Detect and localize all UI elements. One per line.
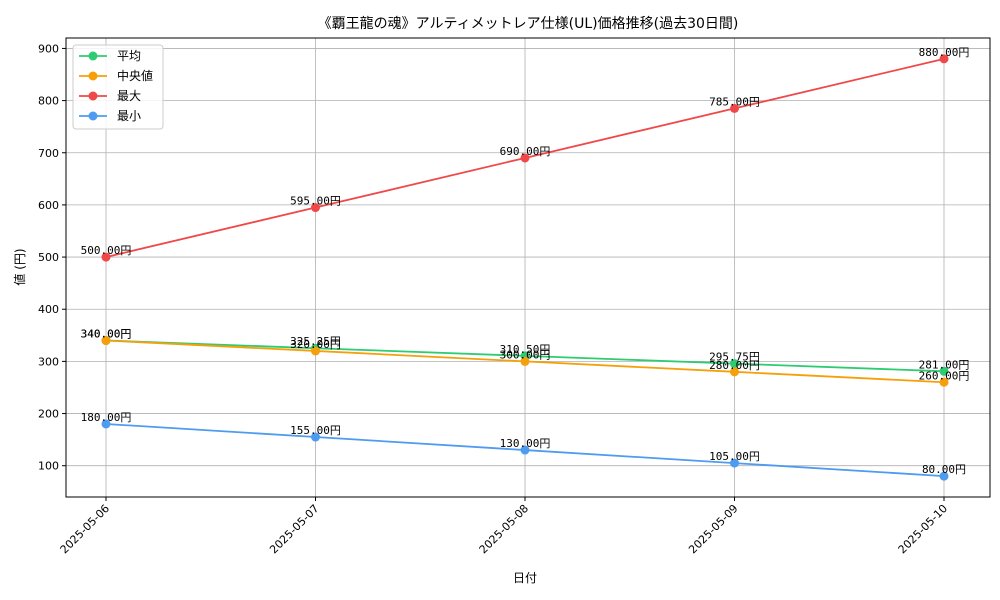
data-label: 295.75円 (709, 351, 760, 364)
legend-marker (88, 91, 98, 101)
data-label: 325.25円 (290, 335, 341, 348)
data-point (101, 419, 111, 429)
data-label: 155.00円 (290, 424, 341, 437)
data-point (311, 346, 320, 356)
data-label: 340.00円 (81, 328, 132, 341)
data-label: 785.00円 (709, 95, 760, 108)
legend-item: 最大 (79, 89, 141, 103)
data-point (939, 366, 949, 376)
series-2: 500.00円 595.00円 690.00円 785.00円 880.00円 (81, 46, 970, 262)
legend-label: 最小 (117, 109, 141, 123)
legend-label: 平均 (117, 49, 141, 63)
data-label: 340.00円 (81, 328, 132, 341)
legend-box (72, 44, 164, 130)
data-point (730, 103, 739, 113)
y-tick-label: 200 (38, 408, 59, 421)
data-point (730, 367, 739, 377)
y-tick-label: 500 (38, 251, 59, 264)
data-point (730, 359, 739, 369)
data-label: 595.00円 (290, 195, 341, 208)
data-label: 180.00円 (81, 411, 132, 424)
legend-label: 中央値 (117, 68, 153, 83)
y-tick-label: 100 (38, 460, 59, 473)
legend-label: 最大 (117, 89, 141, 103)
y-tick-label: 300 (38, 355, 59, 368)
data-point (101, 252, 111, 262)
data-label: 260.00円 (919, 369, 970, 382)
plot-frame (65, 37, 991, 498)
data-point (939, 471, 949, 481)
legend-marker (88, 71, 98, 81)
y-axis-label: 値 (円) (12, 248, 27, 285)
series-3: 180.00円 155.00円 130.00円 105.00円 80.00円 (81, 411, 966, 481)
data-label: 130.00円 (500, 437, 551, 450)
y-tick-label: 600 (38, 199, 59, 212)
data-point (730, 458, 739, 468)
y-tick-label: 400 (38, 303, 59, 316)
data-label: 280.00円 (709, 359, 760, 372)
data-label: 500.00円 (81, 244, 132, 257)
data-label: 310.50円 (500, 343, 551, 356)
data-label: 880.00円 (919, 46, 970, 59)
data-point (311, 203, 320, 213)
data-point (520, 445, 530, 455)
legend-item: 平均 (79, 49, 141, 63)
y-tick-label: 800 (38, 95, 59, 108)
legend-marker (88, 111, 98, 121)
x-axis-label: 日付 (513, 571, 537, 585)
data-label: 690.00円 (500, 145, 551, 158)
series-layer: 340.00円 325.25円 310.50円 295.75円 281.00円340.0… (81, 46, 970, 481)
data-label: 105.00円 (709, 450, 760, 463)
data-label: 320.00円 (290, 338, 341, 351)
data-point (311, 432, 320, 442)
y-tick-label: 700 (38, 147, 59, 160)
data-label: 80.00円 (922, 463, 966, 476)
legend-item: 最小 (79, 109, 141, 123)
legend-item: 中央値 (79, 68, 153, 83)
data-point (101, 336, 111, 346)
data-label: 281.00円 (919, 358, 970, 371)
y-tick-label: 900 (38, 42, 59, 55)
chart-title: 《覇王龍の魂》アルティメットレア仕様(UL)価格推移(過去30日間) (318, 15, 739, 32)
grid (66, 38, 990, 497)
series-1: 340.00円 320.00円 300.00円 280.00円 260.00円 (81, 328, 970, 387)
data-point (520, 153, 530, 163)
data-label: 300.00円 (500, 348, 551, 361)
legend-marker (88, 51, 98, 61)
data-point (520, 356, 530, 366)
data-point (939, 377, 949, 387)
data-point (939, 54, 949, 64)
